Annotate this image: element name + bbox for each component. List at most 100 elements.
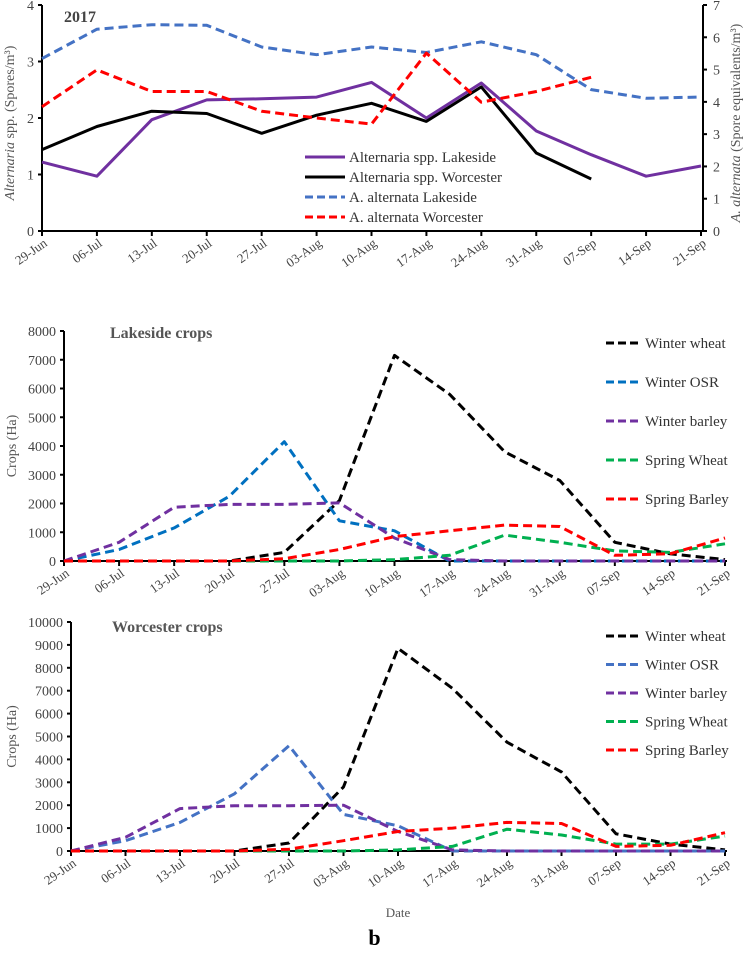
y-tick-label: 9000 (35, 639, 63, 654)
chart-2: 0 1000 2000 3000 4000 5000 6000 7000 8000 9000 100… (5, 616, 733, 920)
y-tick-label: 3000 (28, 469, 56, 484)
x-tick-label: 07-Sep (585, 855, 624, 888)
x-tick-label: 27-Jul (234, 235, 270, 266)
x-tick-label: 24-Aug (474, 855, 516, 890)
x-axis-label: Date (386, 905, 411, 920)
y-tick-label: 2000 (28, 498, 56, 513)
series-line-alternaria-spp-worcester (41, 85, 592, 181)
legend-label: Winter wheat (645, 336, 726, 352)
y-tick-label: 4000 (35, 753, 63, 768)
y-tick-label: 0 (49, 555, 56, 570)
y-tick-label: 6000 (35, 708, 63, 723)
y-tick-label: 7000 (28, 354, 56, 369)
x-tick-label: 24-Aug (448, 235, 490, 270)
y-tick-label: 5000 (28, 411, 56, 426)
y2-tick-label: 4 (713, 96, 720, 111)
y-axis-label-rest: spp. (Spores/m³) (3, 45, 18, 142)
legend-label: Alternaria spp. Worcester (349, 170, 502, 186)
x-tick-label: 24-Aug (471, 565, 513, 600)
x-tick-label: 27-Jul (261, 855, 297, 886)
y-tick-label: 8000 (28, 325, 56, 340)
x-tick-label: 17-Aug (419, 855, 461, 890)
y-tick-label: 8000 (35, 662, 63, 677)
y-tick-label: 1 (27, 169, 34, 184)
y2-axis-label-rest: (Spore equivalents/m³) (729, 23, 744, 155)
legend-label: Winter barley (645, 414, 728, 430)
y-tick-label: 0 (56, 845, 63, 860)
x-tick-label: 31-Aug (503, 235, 545, 270)
y-tick-label: 1000 (28, 526, 56, 541)
x-tick-label: 03-Aug (306, 565, 348, 600)
y-tick-label: 1000 (35, 822, 63, 837)
x-tick-label: 06-Jul (92, 565, 128, 596)
y-axis-label-italic: Alternaria (3, 142, 18, 201)
x-tick-label: 14-Sep (615, 235, 654, 268)
y-tick-label: 4000 (28, 440, 56, 455)
y-tick-label: 3 (27, 56, 34, 71)
x-tick-label: 17-Aug (393, 235, 435, 270)
y2-tick-label: 1 (713, 193, 720, 208)
x-tick-label: 31-Aug (528, 855, 570, 890)
x-tick-label: 31-Aug (526, 565, 568, 600)
x-tick-label: 13-Jul (124, 235, 160, 266)
y2-tick-label: 2 (713, 160, 720, 175)
y2-tick-label: 7 (713, 0, 720, 14)
x-tick-label: 21-Sep (670, 235, 709, 268)
y2-tick-label: 0 (713, 225, 720, 240)
y-tick-label: 10000 (28, 616, 63, 631)
y2-tick-label: 6 (713, 31, 720, 46)
y-tick-label: 2 (27, 112, 34, 127)
x-tick-label: 13-Jul (152, 855, 188, 886)
x-tick-label: 10-Aug (361, 565, 403, 600)
y-tick-label: 0 (27, 225, 34, 240)
y2-tick-label: 5 (713, 64, 720, 79)
x-tick-label: 07-Sep (584, 565, 623, 598)
x-tick-label: 21-Sep (694, 855, 733, 888)
y-axis-label: Alternaria spp. (Spores/m³) (3, 45, 18, 201)
y-axis-label: Crops (Ha) (5, 414, 20, 477)
x-tick-label: 14-Sep (639, 855, 678, 888)
legend-label: Spring Barley (645, 492, 729, 508)
series-line-winter-wheat (71, 646, 726, 853)
y2-tick-label: 3 (713, 128, 720, 143)
figure-caption: b (368, 925, 381, 950)
chart-title: 2017 (64, 9, 96, 26)
legend-label: A. alternata Lakeside (349, 190, 477, 206)
y-tick-label: 7000 (35, 685, 63, 700)
x-tick-label: 10-Aug (338, 235, 380, 270)
y-tick-label: 4 (27, 0, 34, 14)
x-tick-label: 21-Sep (694, 565, 733, 598)
series-line-winter-barley (70, 803, 725, 853)
legend-label: Winter wheat (645, 629, 726, 645)
x-tick-label: 27-Jul (257, 565, 293, 596)
y2-axis-label-italic: A. alternata (729, 155, 744, 223)
x-tick-label: 20-Jul (202, 565, 238, 596)
y-tick-label: 5000 (35, 731, 63, 746)
y-tick-label: 6000 (28, 383, 56, 398)
x-tick-label: 06-Jul (69, 235, 105, 266)
x-tick-label: 03-Aug (283, 235, 325, 270)
x-tick-label: 03-Aug (310, 855, 352, 890)
x-tick-label: 20-Jul (207, 855, 243, 886)
y2-axis-label: A. alternata (Spore equivalents/m³) (729, 23, 744, 223)
legend-label: Winter OSR (645, 658, 719, 674)
legend-label: Winter barley (645, 686, 728, 702)
x-tick-label: 14-Sep (639, 565, 678, 598)
legend-label: Spring Barley (645, 743, 729, 759)
y-axis-label: Crops (Ha) (5, 705, 20, 768)
legend-label: Spring Wheat (645, 715, 728, 731)
x-tick-label: 17-Aug (416, 565, 458, 600)
legend-label: A. alternata Worcester (349, 210, 483, 226)
x-tick-label: 07-Sep (560, 235, 599, 268)
chart-title: Lakeside crops (110, 325, 212, 342)
x-tick-label: 20-Jul (179, 235, 215, 266)
x-tick-label: 13-Jul (147, 565, 183, 596)
chart-title: Worcester crops (112, 619, 223, 636)
legend-label: Spring Wheat (645, 453, 728, 469)
series-line-a-alternata-worcester (41, 51, 592, 126)
legend-label: Winter OSR (645, 375, 719, 391)
